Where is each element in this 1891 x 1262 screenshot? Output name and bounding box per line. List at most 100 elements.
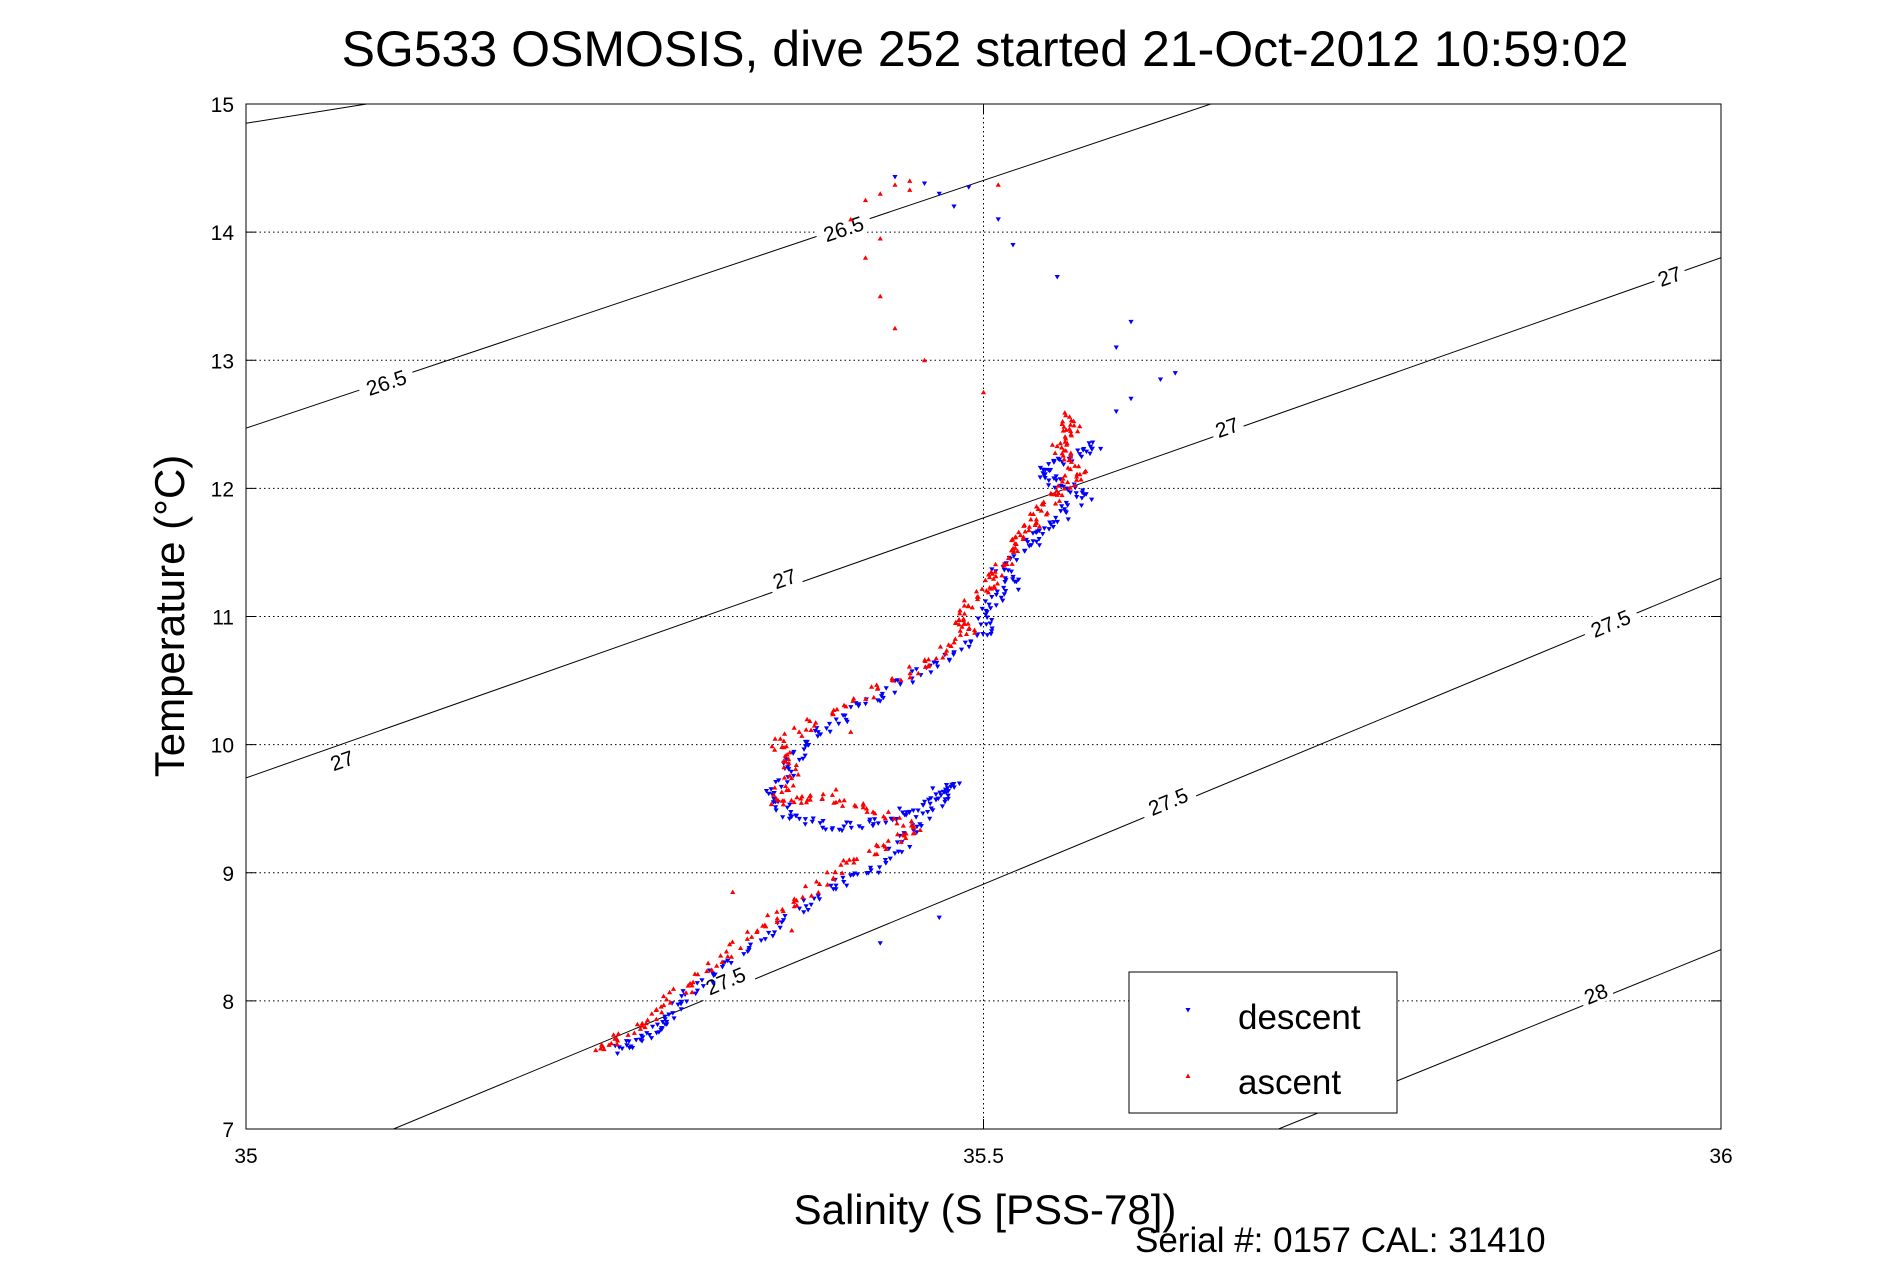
ascent-point [903,831,909,836]
ascent-point [1072,463,1078,468]
descent-point [1014,558,1020,563]
ascent-point [1033,516,1039,522]
ascent-point [851,860,857,865]
ascent-point [658,1004,664,1009]
ascent-point [898,839,904,844]
ascent-point [667,989,673,995]
descent-point [854,872,861,877]
ascent-point [798,795,804,801]
descent-point [662,1014,668,1020]
ascent-point [880,842,887,848]
grid-lines [246,104,1721,1129]
ascent-point [973,588,980,594]
descent-point [766,791,772,797]
ascent-point [772,785,778,790]
descent-point [796,757,802,763]
descent-point [951,785,957,790]
descent-point [823,827,829,832]
ascent-point [953,619,959,625]
descent-point [787,813,793,819]
ascent-point [690,979,696,985]
descent-point [1063,510,1069,516]
ascent-point [870,809,876,814]
descent-point [1033,530,1039,536]
descent-point [1036,543,1043,548]
ascent-point [1059,421,1065,427]
ascent-point [1026,527,1032,533]
descent-point [680,989,686,994]
descent-point [925,810,931,815]
ascent-point [1074,477,1080,482]
ascent-point [768,801,774,807]
ascent-point [993,573,999,579]
legend-descent-label: descent [1238,998,1361,1037]
y-axis-label: Temperature (°C) [146,455,193,778]
descent-point [1081,492,1088,498]
descent-point [1030,531,1036,536]
ascent-point [754,928,760,933]
ascent-point [704,968,710,974]
descent-point [649,1024,656,1030]
ascent-point [991,583,997,589]
descent-point [784,805,790,811]
ascent-point [1065,479,1071,485]
descent-point [1005,568,1011,573]
descent-point [907,845,913,850]
descent-point [896,806,903,812]
ascent-point [961,597,967,603]
ascent-point [834,706,840,712]
descent-point [1073,491,1079,496]
descent-point [1036,536,1042,542]
ascent-point [803,727,809,732]
y-tick-label: 9 [222,863,234,886]
ascent-point [781,775,788,780]
ascent-point [1044,510,1050,515]
y-tick-label: 12 [211,478,234,501]
ascent-point [885,809,891,814]
descent-point [1047,520,1053,525]
ascent-point [784,787,790,793]
descent-point [1128,396,1134,402]
ascent-point [911,830,917,836]
descent-point [815,894,821,899]
ascent-point [1036,523,1043,529]
descent-point [628,1044,634,1049]
ascent-point [1077,423,1083,429]
ascent-point [994,580,1001,586]
descent-point [1057,477,1063,482]
ascent-point [925,656,932,662]
ascent-point [965,602,971,608]
ascent-point [952,636,958,641]
ascent-point [908,822,915,828]
descent-point [710,971,716,977]
ascent-point [1061,447,1067,453]
descent-point [882,857,889,863]
ascent-point [965,621,971,626]
ascent-point [999,572,1005,578]
descent-point [839,828,845,834]
descent-point [1090,440,1096,445]
ascent-point [992,561,999,567]
descent-point [864,871,870,876]
ascent-point [907,187,913,192]
descent-point [1078,503,1085,508]
descent-point [841,824,847,829]
descent-point [1064,503,1071,508]
descent-point [614,1051,621,1057]
descent-point [975,616,981,622]
ascent-point [1054,443,1060,449]
descent-point [662,1017,668,1022]
descent-point [945,793,951,799]
contour-label-bg [355,360,417,402]
ascent-point [1068,428,1074,434]
ascent-point [969,604,975,610]
ascent-point [774,909,780,914]
y-tick-label: 11 [212,607,234,630]
ascent-point [1062,472,1068,478]
descent-point [1011,554,1017,559]
descent-point [801,747,807,752]
ascent-point [839,870,845,875]
ascent-point [798,800,804,805]
ascent-point [727,941,733,947]
